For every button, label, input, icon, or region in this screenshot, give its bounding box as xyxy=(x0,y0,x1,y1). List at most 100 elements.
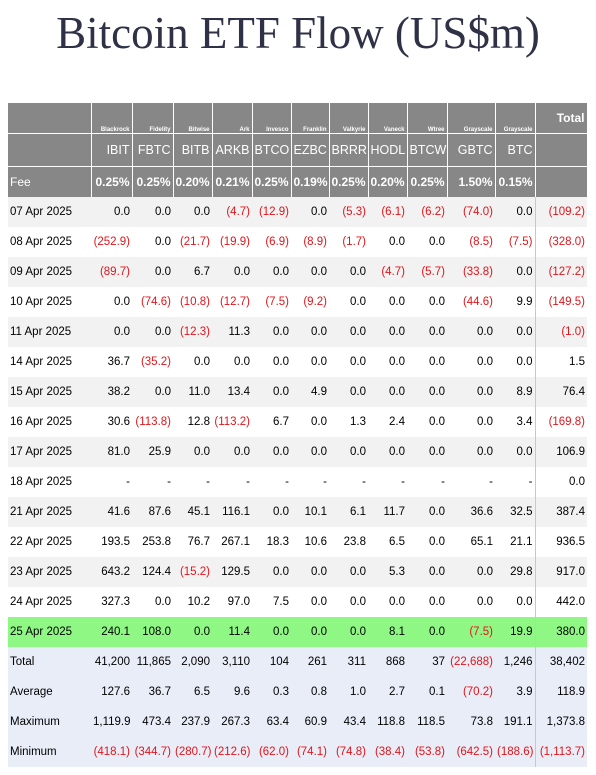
flow-cell: (74.0) xyxy=(447,197,495,227)
flow-cell: 0.0 xyxy=(291,407,329,437)
flow-cell: 0.0 xyxy=(447,557,495,587)
fee-row: Fee 0.25% 0.25% 0.20% 0.21% 0.25% 0.19% 0.25% 0.… xyxy=(8,166,588,197)
row-total-cell: (1.0) xyxy=(534,317,587,347)
ticker: GBTC xyxy=(447,133,496,167)
flow-cell: 0.0 xyxy=(291,197,329,227)
table-row: 18 Apr 2025- - - - - - - - - - -0.0 xyxy=(8,467,587,497)
date-cell: 14 Apr 2025 xyxy=(8,347,91,377)
flow-cell: 0.0 xyxy=(495,257,535,287)
flow-cell: (12.7) xyxy=(212,287,252,317)
flow-cell: 0.0 xyxy=(447,437,495,467)
flow-cell: 0.0 xyxy=(91,317,132,347)
flow-cell: 36.7 xyxy=(91,347,132,377)
summary-cell: 73.8 xyxy=(447,707,495,737)
issuer-name: Ark xyxy=(212,103,253,134)
flow-cell: 0.0 xyxy=(132,377,173,407)
flow-cell: 21.1 xyxy=(495,527,535,557)
date-cell: 21 Apr 2025 xyxy=(8,497,91,527)
summary-cell: (344.7) xyxy=(132,737,173,767)
flow-cell: 0.0 xyxy=(252,617,291,647)
flow-cell: 25.9 xyxy=(132,437,173,467)
flow-cell: 0.0 xyxy=(252,347,291,377)
flow-cell: 0.0 xyxy=(407,227,447,257)
ticker-label-cell xyxy=(8,133,92,167)
flow-cell: 0.0 xyxy=(368,347,407,377)
flow-cell: 0.0 xyxy=(329,377,368,407)
summary-cell: (70.2) xyxy=(447,677,495,707)
flow-cell: 19.9 xyxy=(495,617,535,647)
date-cell: 15 Apr 2025 xyxy=(8,377,91,407)
fee-value: 0.21% xyxy=(212,166,253,197)
flow-cell: 0.0 xyxy=(447,347,495,377)
flow-cell: (74.6) xyxy=(132,287,173,317)
ticker: BTC xyxy=(495,133,536,167)
row-total-cell: 76.4 xyxy=(534,377,587,407)
date-cell: 07 Apr 2025 xyxy=(8,197,91,227)
flow-cell: 36.6 xyxy=(447,497,495,527)
flow-cell: 0.0 xyxy=(447,377,495,407)
summary-total-cell: (1,113.7) xyxy=(534,737,587,767)
flow-cell: 9.9 xyxy=(495,287,535,317)
flow-cell: 0.0 xyxy=(447,407,495,437)
flow-cell: 7.5 xyxy=(252,587,291,617)
flow-cell: 23.8 xyxy=(329,527,368,557)
flow-cell: 0.0 xyxy=(252,317,291,347)
flow-cell: - xyxy=(132,467,173,497)
flow-cell: 0.0 xyxy=(407,407,447,437)
summary-cell: 1.0 xyxy=(329,677,368,707)
flow-cell: (6.9) xyxy=(252,227,291,257)
flow-cell: 97.0 xyxy=(212,587,252,617)
flow-cell: 2.4 xyxy=(368,407,407,437)
flow-cell: 193.5 xyxy=(91,527,132,557)
ticker: BTCW xyxy=(407,133,448,167)
summary-cell: 267.3 xyxy=(212,707,252,737)
etf-flow-table: Blackrock Fidelity Bitwise Ark Invesco Frankl… xyxy=(8,103,588,767)
flow-cell: 0.0 xyxy=(407,317,447,347)
summary-label: Total xyxy=(8,647,91,677)
issuer-name: Grayscale xyxy=(447,103,496,134)
flow-cell: 240.1 xyxy=(91,617,132,647)
summary-cell: (74.8) xyxy=(329,737,368,767)
summary-row: Average 127.6 36.7 6.5 9.6 0.3 0.8 1.0 2.7 0.1 (70… xyxy=(8,677,587,707)
flow-cell: 0.0 xyxy=(407,287,447,317)
flow-cell: 11.0 xyxy=(173,377,212,407)
table-row: 15 Apr 2025 38.2 0.0 11.0 13.4 0.0 4.9 0.0 0.0 0.… xyxy=(8,377,587,407)
date-cell: 10 Apr 2025 xyxy=(8,287,91,317)
summary-cell: 36.7 xyxy=(132,677,173,707)
row-total-cell: 917.0 xyxy=(534,557,587,587)
summary-cell: (22,688) xyxy=(447,647,495,677)
flow-cell: 0.0 xyxy=(173,437,212,467)
flow-cell: 1.3 xyxy=(329,407,368,437)
flow-cell: 12.8 xyxy=(173,407,212,437)
flow-cell: - xyxy=(291,467,329,497)
flow-cell: - xyxy=(173,467,212,497)
summary-cell: (418.1) xyxy=(91,737,132,767)
flow-cell: 11.4 xyxy=(212,617,252,647)
flow-cell: 5.3 xyxy=(368,557,407,587)
table-row: 14 Apr 2025 36.7 (35.2) 0.0 0.0 0.0 0.0 0.0 0.0 0… xyxy=(8,347,587,377)
issuer-name: Franklin xyxy=(291,103,330,134)
flow-cell: - xyxy=(91,467,132,497)
flow-cell: (7.5) xyxy=(252,287,291,317)
table-row: 08 Apr 2025 (252.9) 0.0 (21.7) (19.9) (6.9) (8… xyxy=(8,227,587,257)
flow-cell: 0.0 xyxy=(173,197,212,227)
summary-cell: (38.4) xyxy=(368,737,407,767)
summary-cell: 2,090 xyxy=(173,647,212,677)
page-title: Bitcoin ETF Flow (US$m) xyxy=(56,8,540,58)
fee-value: 1.50% xyxy=(447,166,496,197)
fee-value: 0.20% xyxy=(368,166,408,197)
ticker: BRRR xyxy=(329,133,369,167)
fee-total-cell xyxy=(535,166,588,197)
table-row: 07 Apr 2025 0.0 0.0 0.0 (4.7) (12.9) 0.0 (5.3)(… xyxy=(8,197,587,227)
flow-cell: (4.7) xyxy=(368,257,407,287)
row-total-cell: 0.0 xyxy=(534,467,587,497)
fee-value: 0.25% xyxy=(329,166,369,197)
summary-cell: 261 xyxy=(291,647,329,677)
flow-cell: 0.0 xyxy=(252,557,291,587)
issuer-name: Valkyrie xyxy=(329,103,369,134)
flow-cell: - xyxy=(212,467,252,497)
flow-cell: 6.7 xyxy=(173,257,212,287)
summary-label: Average xyxy=(8,677,91,707)
flow-cell: (9.2) xyxy=(291,287,329,317)
issuer-name: Wtree xyxy=(407,103,448,134)
